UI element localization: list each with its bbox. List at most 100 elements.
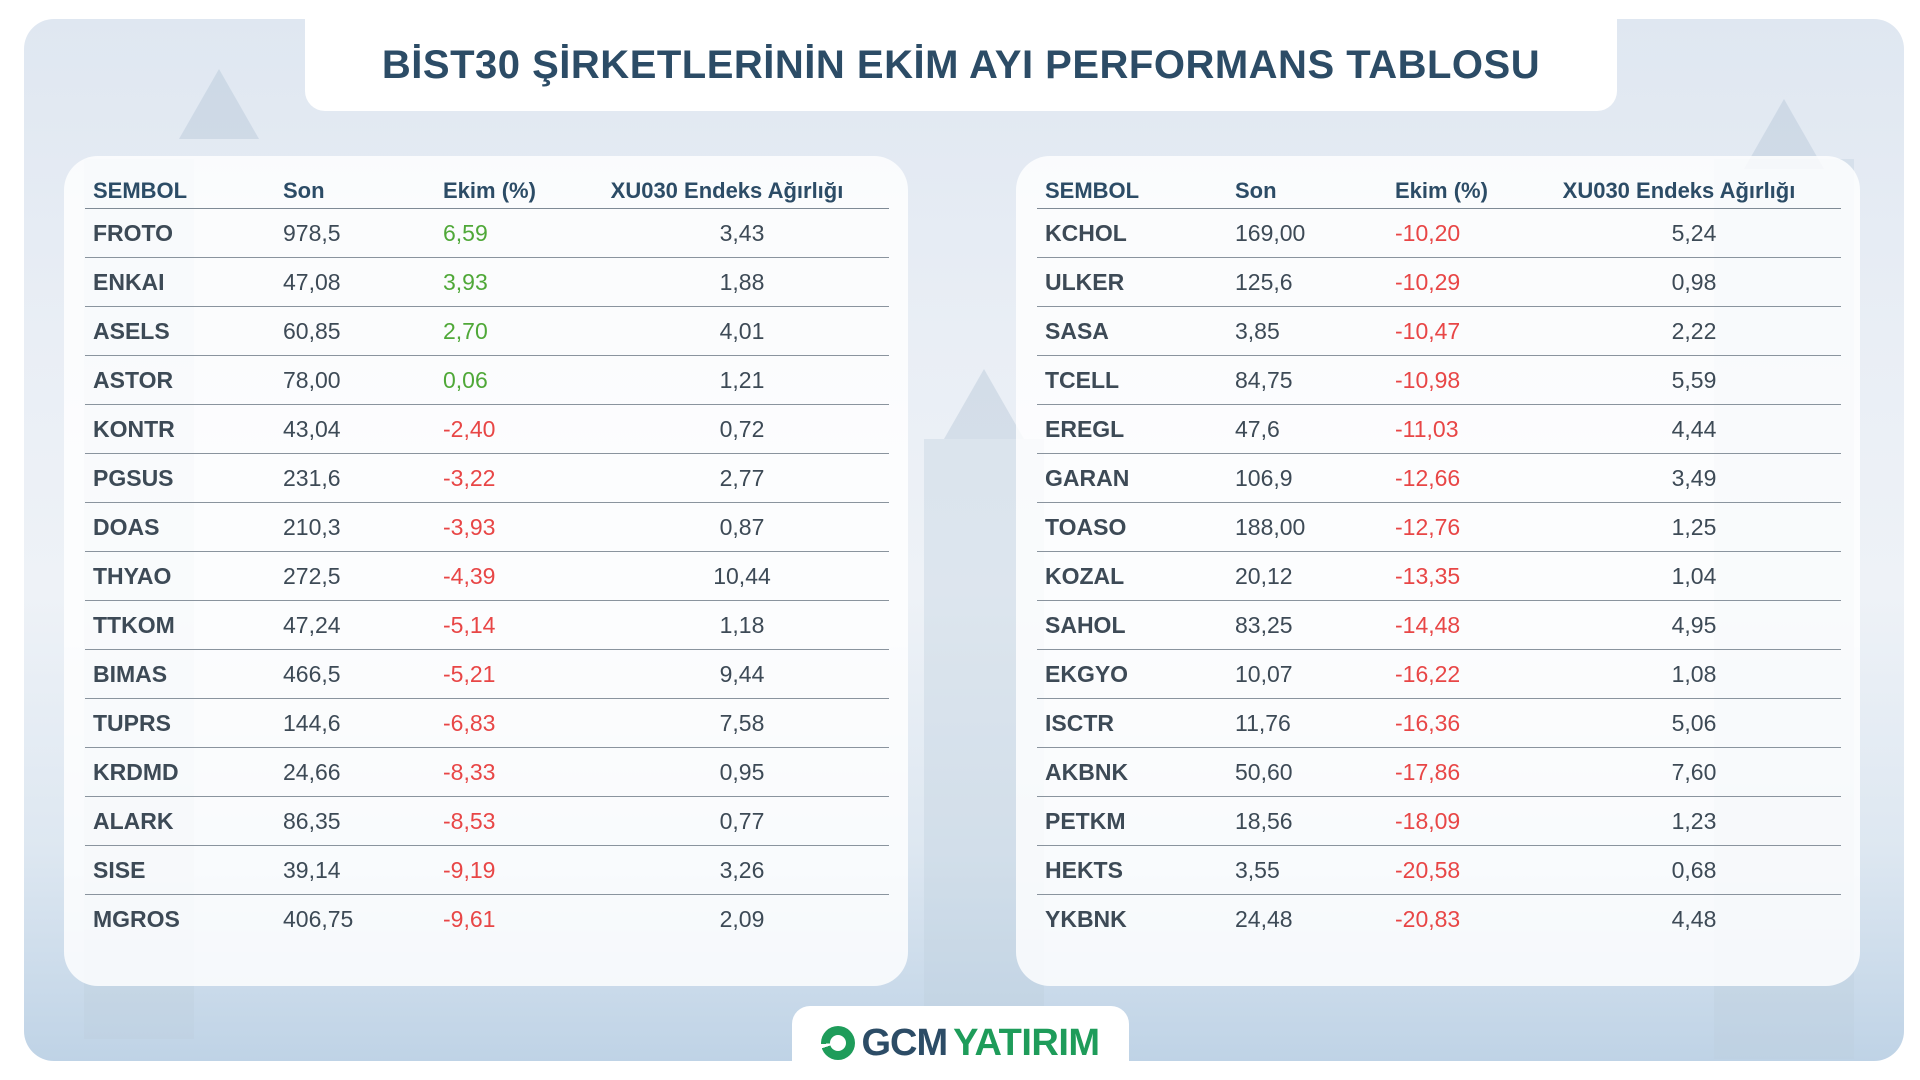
cell-weight: 1,25 — [1671, 513, 1717, 540]
cell-symbol: ENKAI — [93, 268, 165, 295]
cell-october: -5,14 — [443, 611, 496, 638]
cell-weight: 3,43 — [719, 219, 765, 246]
cell-symbol: BIMAS — [93, 660, 168, 687]
cell-weight: 10,44 — [713, 562, 771, 589]
page-title: BİST30 ŞİRKETLERİNİN EKİM AYI PERFORMANS… — [381, 42, 1541, 87]
cell-weight: 9,44 — [719, 660, 765, 687]
table-row: KONTR 43,04 -2,40 0,72 — [85, 405, 889, 454]
cell-weight: 0,95 — [719, 758, 765, 785]
cell-weight: 0,68 — [1671, 856, 1717, 883]
cell-weight: 2,77 — [719, 464, 765, 491]
cell-weight: 0,72 — [719, 415, 765, 442]
cell-weight: 5,06 — [1671, 709, 1717, 736]
cell-symbol: SAHOL — [1045, 611, 1126, 638]
cell-october: -10,98 — [1395, 366, 1461, 393]
cell-weight: 1,21 — [719, 366, 765, 393]
cell-last: 3,55 — [1235, 856, 1280, 883]
cell-october: -18,09 — [1395, 807, 1461, 834]
header-last: Son — [283, 178, 325, 203]
header-weight: XU030 Endeks Ağırlığı — [610, 178, 844, 203]
cell-last: 86,35 — [283, 807, 341, 834]
cell-symbol: TUPRS — [93, 709, 171, 736]
table-header: SEMBOL Son Ekim (%) XU030 Endeks Ağırlığ… — [85, 174, 889, 209]
cell-last: 84,75 — [1235, 366, 1293, 393]
table-row: THYAO 272,5 -4,39 10,44 — [85, 552, 889, 601]
cell-symbol: MGROS — [93, 905, 180, 932]
cell-october: -3,22 — [443, 464, 496, 491]
cell-last: 406,75 — [283, 905, 354, 932]
table-header: SEMBOL Son Ekim (%) XU030 Endeks Ağırlığ… — [1037, 174, 1841, 209]
cell-symbol: KONTR — [93, 415, 175, 442]
header-symbol: SEMBOL — [93, 178, 188, 203]
cell-october: -12,76 — [1395, 513, 1461, 540]
cell-last: 210,3 — [283, 513, 341, 540]
table-row: MGROS 406,75 -9,61 2,09 — [85, 895, 889, 943]
cell-weight: 5,24 — [1671, 219, 1717, 246]
header-weight: XU030 Endeks Ağırlığı — [1562, 178, 1796, 203]
table-row: YKBNK 24,48 -20,83 4,48 — [1037, 895, 1841, 943]
globe-swoosh-icon — [821, 1026, 856, 1060]
cell-weight: 0,98 — [1671, 268, 1717, 295]
header-last: Son — [1235, 178, 1277, 203]
cell-last: 106,9 — [1235, 464, 1293, 491]
cell-symbol: KCHOL — [1045, 219, 1127, 246]
cell-symbol: ALARK — [93, 807, 174, 834]
cell-last: 11,76 — [1235, 709, 1291, 736]
table-row: ISCTR 11,76 -16,36 5,06 — [1037, 699, 1841, 748]
right-performance-table: SEMBOL Son Ekim (%) XU030 Endeks Ağırlığ… — [1037, 174, 1841, 943]
cell-symbol: KOZAL — [1045, 562, 1125, 589]
cell-last: 39,14 — [283, 856, 341, 883]
cell-symbol: ASELS — [93, 317, 170, 344]
logo-text-gcm: GCM — [861, 1021, 948, 1064]
cell-weight: 1,08 — [1671, 660, 1717, 687]
cell-weight: 5,59 — [1671, 366, 1717, 393]
cell-symbol: ULKER — [1045, 268, 1125, 295]
table-row: PGSUS 231,6 -3,22 2,77 — [85, 454, 889, 503]
cell-last: 188,00 — [1235, 513, 1306, 540]
table-row: SISE 39,14 -9,19 3,26 — [85, 846, 889, 895]
cell-symbol: TCELL — [1045, 366, 1120, 393]
cell-weight: 1,23 — [1671, 807, 1717, 834]
table-row: EKGYO 10,07 -16,22 1,08 — [1037, 650, 1841, 699]
cell-last: 47,08 — [283, 268, 341, 295]
cell-october: -10,47 — [1395, 317, 1461, 344]
left-performance-table: SEMBOL Son Ekim (%) XU030 Endeks Ağırlığ… — [85, 174, 889, 943]
cell-symbol: HEKTS — [1045, 856, 1123, 883]
table-row: ASELS 60,85 2,70 4,01 — [85, 307, 889, 356]
table-row: ULKER 125,6 -10,29 0,98 — [1037, 258, 1841, 307]
cell-symbol: EREGL — [1045, 415, 1125, 442]
header-symbol: SEMBOL — [1045, 178, 1140, 203]
cell-symbol: EKGYO — [1045, 660, 1129, 687]
cell-symbol: ASTOR — [93, 366, 174, 393]
cell-last: 169,00 — [1235, 219, 1306, 246]
cell-october: -5,21 — [443, 660, 496, 687]
cell-october: -20,58 — [1395, 856, 1461, 883]
cell-symbol: FROTO — [93, 219, 174, 246]
table-row: ALARK 86,35 -8,53 0,77 — [85, 797, 889, 846]
cell-last: 83,25 — [1235, 611, 1293, 638]
cell-weight: 1,18 — [719, 611, 765, 638]
cell-weight: 3,26 — [719, 856, 765, 883]
table-row: HEKTS 3,55 -20,58 0,68 — [1037, 846, 1841, 895]
header-october: Ekim (%) — [1395, 178, 1488, 203]
cell-symbol: TTKOM — [93, 611, 175, 638]
cell-weight: 1,04 — [1671, 562, 1717, 589]
table-row: DOAS 210,3 -3,93 0,87 — [85, 503, 889, 552]
cell-last: 20,12 — [1235, 562, 1293, 589]
cell-october: -17,86 — [1395, 758, 1461, 785]
cell-last: 24,48 — [1235, 905, 1293, 932]
cell-october: 6,59 — [443, 219, 488, 246]
cell-weight: 1,88 — [719, 268, 765, 295]
cell-october: 0,06 — [443, 366, 488, 393]
cell-last: 50,60 — [1235, 758, 1293, 785]
cell-october: 2,70 — [443, 317, 488, 344]
cell-last: 125,6 — [1235, 268, 1293, 295]
cell-symbol: DOAS — [93, 513, 160, 540]
cell-october: -16,36 — [1395, 709, 1461, 736]
cell-weight: 3,49 — [1671, 464, 1717, 491]
left-table-panel: SEMBOL Son Ekim (%) XU030 Endeks Ağırlığ… — [64, 156, 908, 986]
cell-october: -8,33 — [443, 758, 496, 785]
cell-symbol: PGSUS — [93, 464, 174, 491]
cell-october: -8,53 — [443, 807, 496, 834]
cell-weight: 7,60 — [1671, 758, 1717, 785]
